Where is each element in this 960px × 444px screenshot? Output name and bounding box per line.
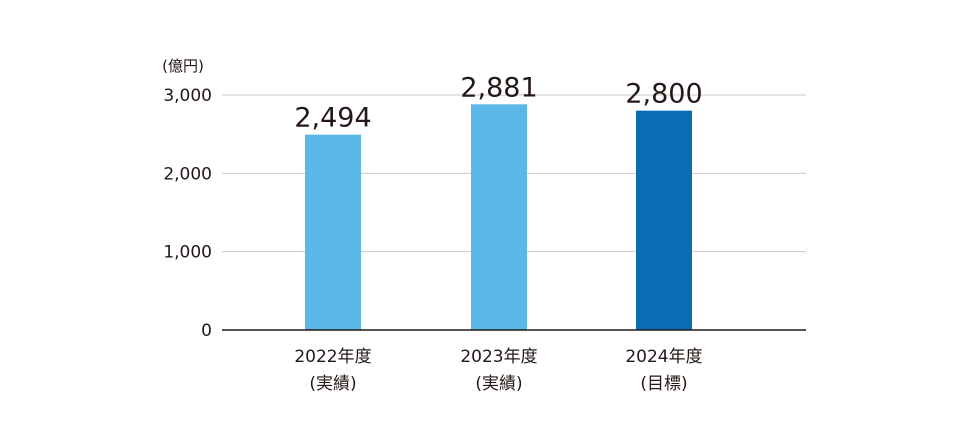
category-sublabel: (実績) [475,374,522,394]
category-labels: 2022年度 (実績) 2023年度 (実績) 2024年度 (目標) [294,347,702,394]
category-sublabel: (目標) [640,374,687,394]
bar-value-label: 2,494 [294,103,371,134]
category-label: 2024年度 [625,347,702,367]
category-sublabel: (実績) [309,374,356,394]
y-axis-unit-label: (億円) [162,57,204,75]
bars [305,104,692,331]
category-label: 2022年度 [294,347,371,367]
y-axis-ticks: 0 1,000 2,000 3,000 [163,86,212,341]
y-tick-label: 2,000 [163,164,212,184]
y-tick-label: 3,000 [163,86,212,106]
bar-value-label: 2,881 [460,72,537,103]
y-tick-label: 0 [201,321,212,341]
bar [305,134,361,330]
category-label: 2023年度 [460,347,537,367]
value-labels: 2,494 2,881 2,800 [294,72,702,133]
bar [636,110,692,331]
bar-value-label: 2,800 [625,79,702,110]
y-tick-label: 1,000 [163,243,212,263]
bar [471,104,527,331]
